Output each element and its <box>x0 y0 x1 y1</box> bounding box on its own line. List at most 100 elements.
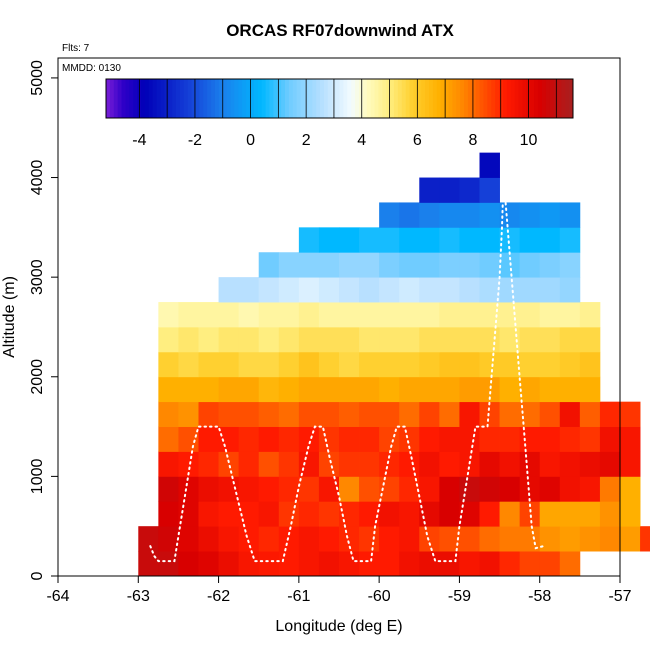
heatmap-cell <box>419 401 440 427</box>
heatmap-cell <box>399 302 420 328</box>
colorbar-segment <box>421 79 426 118</box>
colorbar-tick-label: 10 <box>520 132 538 149</box>
heatmap-cell <box>519 551 541 577</box>
heatmap-cell <box>620 426 641 452</box>
heatmap-cell <box>620 526 641 552</box>
colorbar-tick-label: 0 <box>246 132 255 149</box>
heatmap-cell <box>339 277 360 303</box>
heatmap-cell <box>439 277 460 303</box>
colorbar-segment <box>479 79 484 118</box>
y-tick-label: 4000 <box>29 160 46 196</box>
x-tick-label: -61 <box>287 588 310 605</box>
colorbar-segment <box>156 79 161 118</box>
heatmap-cell <box>559 351 581 378</box>
colorbar-segment <box>405 79 411 118</box>
colorbar-segment <box>261 79 267 118</box>
heatmap-cell <box>379 501 400 527</box>
heatmap-cell <box>439 476 460 502</box>
heatmap-cell <box>339 326 360 353</box>
colorbar-segment <box>409 79 414 118</box>
colorbar-segment <box>320 79 325 118</box>
heatmap-cell <box>379 202 400 228</box>
colorbar-segment <box>366 79 372 118</box>
heatmap-cell <box>439 326 460 353</box>
heatmap-cell <box>158 302 179 328</box>
heatmap-cell <box>559 476 581 502</box>
heatmap-cell <box>339 227 360 253</box>
heatmap-cell <box>359 351 380 378</box>
heatmap-cell <box>559 326 581 353</box>
colorbar-segment <box>413 79 418 118</box>
heatmap-cell <box>419 277 440 303</box>
heatmap-cell <box>258 426 280 452</box>
heatmap-cell <box>158 426 179 452</box>
heatmap-cell <box>318 451 340 477</box>
heatmap-cell <box>218 302 240 328</box>
heatmap-cell <box>238 326 260 353</box>
heatmap-cell <box>379 451 400 477</box>
colorbar-segment <box>417 79 422 118</box>
heatmap-cell <box>559 501 581 527</box>
heatmap-cell <box>218 277 240 303</box>
heatmap-cell <box>539 326 561 353</box>
heatmap-cell <box>479 302 500 328</box>
heatmap-cell <box>479 202 500 228</box>
colorbar-segment <box>335 79 340 118</box>
heatmap-cell <box>359 501 380 527</box>
colorbar-segment <box>518 79 523 118</box>
heatmap-cell <box>298 451 320 477</box>
heatmap-cell <box>278 426 300 452</box>
heatmap-cell <box>298 501 320 527</box>
colorbar-segment <box>425 79 430 118</box>
heatmap-cell <box>318 526 340 552</box>
colorbar-segment <box>393 79 399 118</box>
colorbar-segment <box>386 79 391 118</box>
heatmap-cell <box>339 376 360 403</box>
heatmap-cell <box>439 177 460 203</box>
heatmap-cell <box>599 401 621 427</box>
heatmap-cell <box>339 476 360 502</box>
heatmap-cell <box>359 551 380 577</box>
colorbar-segment <box>199 79 204 118</box>
heatmap-cell <box>620 401 641 427</box>
colorbar-segment <box>475 79 481 118</box>
colorbar-segment <box>537 79 543 118</box>
heatmap-cell <box>178 302 199 328</box>
heatmap-cell <box>539 401 561 427</box>
colorbar-tick-label: -2 <box>188 132 202 149</box>
heatmap-cell <box>278 401 300 427</box>
heatmap-cell <box>479 277 500 303</box>
heatmap-cell <box>318 277 340 303</box>
heatmap-cell <box>419 177 440 203</box>
heatmap-cell <box>559 227 581 253</box>
colorbar-segment <box>269 79 274 118</box>
heatmap-cell <box>559 202 581 228</box>
heatmap-cell <box>178 476 199 502</box>
x-tick-label: -62 <box>207 588 230 605</box>
colorbar-segment <box>300 79 305 118</box>
heatmap-cell <box>138 551 159 577</box>
heatmap-cell <box>599 526 621 552</box>
heatmap-cell <box>158 401 179 427</box>
colorbar-segment <box>129 79 134 118</box>
heatmap-cell <box>238 351 260 378</box>
colorbar-segment <box>160 79 165 118</box>
heatmap-cell <box>459 202 480 228</box>
heatmap-cell <box>579 501 601 527</box>
heatmap-cell <box>339 426 360 452</box>
heatmap-cell <box>178 376 199 403</box>
heatmap-cell <box>339 401 360 427</box>
heatmap-cell <box>278 526 300 552</box>
colorbar-segment <box>168 79 173 118</box>
heatmap-cell <box>278 351 300 378</box>
heatmap-cell <box>339 252 360 278</box>
y-axis: 0 1000 2000 3000 4000 5000 <box>29 60 59 580</box>
heatmap-cell <box>559 252 581 278</box>
heatmap-cell <box>419 302 440 328</box>
heatmap-cell <box>318 351 340 378</box>
heatmap-cell <box>599 501 621 527</box>
colorbar-segment <box>343 79 348 118</box>
chart-title: ORCAS RF07downwind ATX <box>226 21 454 40</box>
heatmap-cell <box>379 302 400 328</box>
heatmap-cell <box>158 526 179 552</box>
